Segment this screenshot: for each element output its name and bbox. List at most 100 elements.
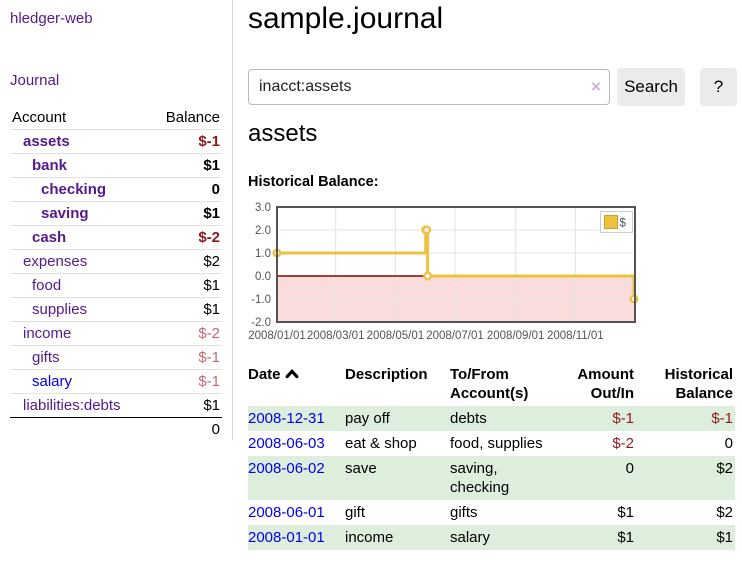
accounts-col-header: Account [12,109,67,126]
account-row: expenses $2 [10,249,222,274]
account-balance: $1 [203,277,220,294]
account-row: liabilities:debts $1 [10,393,222,418]
accounts-total-value: 0 [149,417,222,441]
historical-balance-chart: 3.0 2.0 1.0 0.0 -1.0 -2.0 2008/01/01 2008/03/01… [240,198,742,346]
transaction-amount: $1 [617,529,634,546]
svg-text:-2.0: -2.0 [251,317,271,329]
transaction-balance: 0 [724,435,733,452]
transaction-balance: $1 [716,529,733,546]
col-header-amount[interactable]: Amount Out/In [577,366,634,402]
register-table: Date Description To/From Account(s) Amou… [248,362,735,550]
transaction-date-link[interactable]: 2008-06-01 [248,504,325,521]
svg-text:3.0: 3.0 [255,202,271,214]
register-row: 2008-06-02 save saving, checking 0 $2 [248,456,735,500]
account-row: checking 0 [10,177,222,202]
account-link[interactable]: supplies [32,301,88,318]
transaction-balance: $-1 [711,410,733,427]
search-button[interactable]: Search [617,68,685,106]
clear-search-icon[interactable]: × [591,77,601,96]
account-page-title: assets [248,120,318,147]
svg-text:2008/01/01: 2008/01/01 [248,330,306,342]
col-header-date[interactable]: Date [248,362,345,406]
transaction-accounts: saving, checking [450,460,510,496]
account-balance: $-2 [198,325,220,342]
transaction-accounts: food, supplies [450,435,543,452]
account-balance: 0 [211,181,220,198]
transaction-date-link[interactable]: 2008-01-01 [248,529,325,546]
svg-text:2.0: 2.0 [255,225,271,237]
account-row: cash $-2 [10,225,222,250]
register-row: 2008-01-01 income salary $1 $1 [248,525,735,550]
account-link[interactable]: income [23,325,72,342]
chevron-up-icon [285,365,299,384]
col-header-description[interactable]: Description [345,366,428,383]
transaction-date-link[interactable]: 2008-12-31 [248,410,325,427]
app-title-link[interactable]: hledger-web [10,10,93,27]
svg-text:-1.0: -1.0 [251,294,271,306]
col-header-accounts[interactable]: To/From Account(s) [450,366,529,402]
account-link[interactable]: expenses [23,253,88,270]
svg-text:2008/11/01: 2008/11/01 [547,330,604,342]
svg-text:1.0: 1.0 [255,248,271,260]
search-form: × Search ? [248,68,742,106]
transaction-description: income [345,529,394,546]
svg-text:2008/07/01: 2008/07/01 [426,330,484,342]
transaction-description: pay off [345,410,390,427]
transaction-amount: $1 [617,504,634,521]
svg-text:0.0: 0.0 [255,271,271,283]
account-balance: $-1 [198,133,220,150]
account-balance: $1 [203,301,220,318]
page-title: sample.journal [248,2,444,35]
account-link[interactable]: checking [41,181,107,198]
help-button[interactable]: ? [700,68,737,106]
sidebar: hledger-web Journal Account Balance asse… [0,0,233,441]
account-link[interactable]: assets [23,133,70,150]
col-header-balance[interactable]: Historical Balance [664,366,733,402]
account-link[interactable]: cash [32,229,67,246]
transaction-date-link[interactable]: 2008-06-02 [248,460,325,477]
account-balance: $-2 [198,229,220,246]
account-row: bank $1 [10,153,222,178]
search-input[interactable] [248,69,610,105]
account-link[interactable]: bank [32,157,68,174]
register-header-row: Date Description To/From Account(s) Amou… [248,362,735,406]
account-balance: $2 [203,253,220,270]
chart-title: Historical Balance: [248,174,379,190]
transaction-description: save [345,460,377,477]
account-row: salary $-1 [10,369,222,394]
transaction-date-link[interactable]: 2008-06-03 [248,435,325,452]
account-row: income $-2 [10,321,222,346]
svg-text:2008/05/01: 2008/05/01 [367,330,425,342]
svg-text:2008/03/01: 2008/03/01 [307,330,365,342]
transaction-description: eat & shop [345,435,417,452]
transaction-amount: $-1 [612,410,634,427]
account-link[interactable]: salary [32,373,73,390]
transaction-amount: $-2 [612,435,634,452]
account-row: gifts $-1 [10,345,222,370]
transaction-accounts: debts [450,410,487,427]
register-row: 2008-12-31 pay off debts $-1 $-1 [248,406,735,431]
register-rows: 2008-12-31 pay off debts $-1 $-1 2008-06-03 ea… [248,406,735,550]
transaction-balance: $2 [716,460,733,477]
account-balance: $-1 [198,349,220,366]
accounts-total-row: 0 [10,417,222,441]
sidebar-item-journal[interactable]: Journal [10,72,60,89]
account-rows: assets $-1 bank $1 checking 0 saving $1 cash $-2 e… [10,129,222,418]
account-link[interactable]: food [32,277,62,294]
accounts-table: Account Balance assets $-1 bank $1 checking 0… [10,106,222,441]
transaction-description: gift [345,504,366,521]
account-row: saving $1 [10,201,222,226]
account-row: food $1 [10,273,222,298]
transaction-amount: 0 [625,460,634,477]
account-link[interactable]: saving [41,205,89,222]
account-balance: $1 [203,205,220,222]
balance-col-header: Balance [165,109,220,126]
svg-text:2008/09/01: 2008/09/01 [487,330,545,342]
account-link[interactable]: liabilities:debts [23,397,121,414]
account-link[interactable]: gifts [32,349,60,366]
account-balance: $-1 [198,373,220,390]
account-balance: $1 [203,157,220,174]
register-row: 2008-06-03 eat & shop food, supplies $-2 0 [248,431,735,456]
account-row: assets $-1 [10,129,222,154]
